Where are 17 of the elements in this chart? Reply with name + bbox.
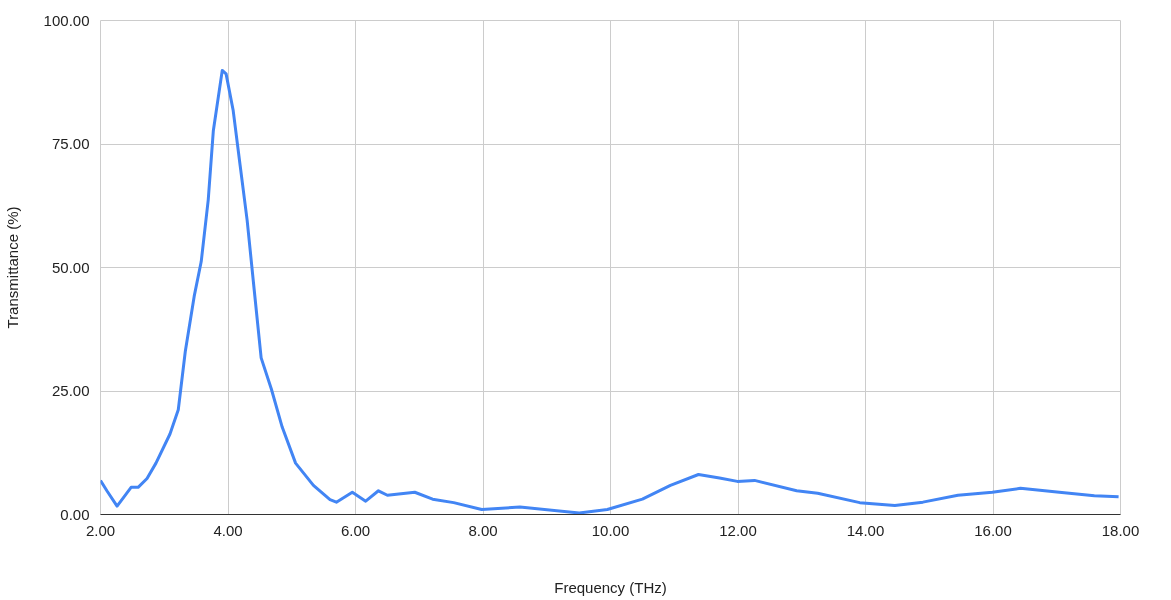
x-tick-label: 18.00 [1101, 521, 1140, 539]
y-tick-label: 50.00 [51, 258, 90, 276]
x-tick-label: 10.00 [591, 521, 630, 539]
x-tick-label: 4.00 [213, 521, 243, 539]
line-series [100, 68, 1121, 515]
x-tick-label: 8.00 [468, 521, 498, 539]
x-tick-label: 6.00 [340, 521, 371, 539]
y-tick-label: 0.00 [60, 505, 90, 523]
y-tick-label: 100.00 [43, 11, 90, 29]
y-tick-label: 25.00 [51, 382, 90, 399]
x-tick-label: 16.00 [974, 521, 1012, 539]
y-axis-title: Transmittance (%) [3, 206, 21, 329]
x-tick-label: 2.00 [85, 521, 116, 539]
y-tick-label: 75.00 [51, 135, 90, 152]
x-tick-label: 12.00 [719, 521, 757, 539]
x-tick-label: 14.00 [846, 521, 885, 539]
x-axis-title: Frequency (THz) [554, 578, 667, 596]
